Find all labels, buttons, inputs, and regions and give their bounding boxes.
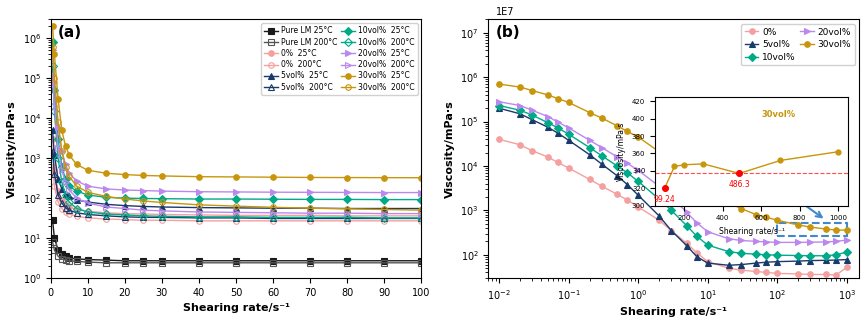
Text: (a): (a) (58, 25, 82, 40)
Y-axis label: Viscosity/mPa·s: Viscosity/mPa·s (7, 100, 17, 198)
Legend: 0%, 5vol%, 10vol%, 20vol%, 30vol%: 0%, 5vol%, 10vol%, 20vol%, 30vol% (741, 24, 855, 65)
Y-axis label: Viscosity/mPa·s: Viscosity/mPa·s (444, 100, 455, 198)
Legend: Pure LM 25°C, Pure LM 200°C, 0%  25°C, 0%  200°C, 5vol%  25°C, 5vol%  200°C, 10v: Pure LM 25°C, Pure LM 200°C, 0% 25°C, 0%… (262, 23, 417, 95)
Bar (778, 223, 847, 236)
X-axis label: Shearing rate/s⁻¹: Shearing rate/s⁻¹ (620, 307, 727, 317)
X-axis label: Shearing rate/s⁻¹: Shearing rate/s⁻¹ (183, 303, 289, 313)
Text: 1E7: 1E7 (495, 7, 514, 17)
Text: (b): (b) (495, 25, 520, 40)
